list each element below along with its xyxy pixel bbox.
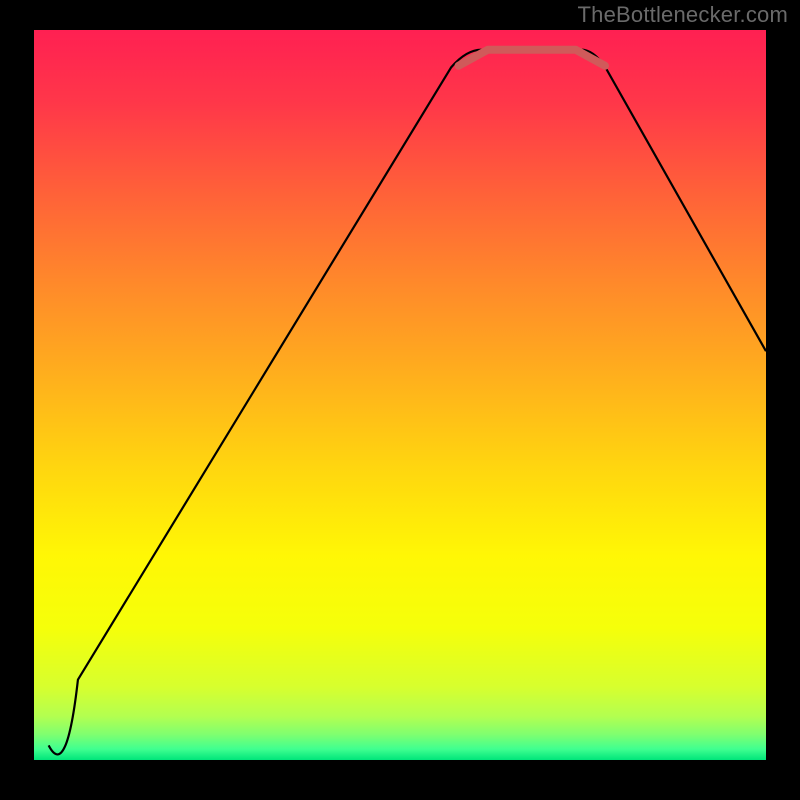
plot-border xyxy=(0,760,800,800)
chart-container: TheBottlenecker.com xyxy=(0,0,800,800)
plot-border xyxy=(766,30,800,760)
watermark-text: TheBottlenecker.com xyxy=(578,2,788,28)
plot-border xyxy=(0,30,34,760)
plot-background xyxy=(34,30,766,760)
bottleneck-chart xyxy=(0,0,800,800)
